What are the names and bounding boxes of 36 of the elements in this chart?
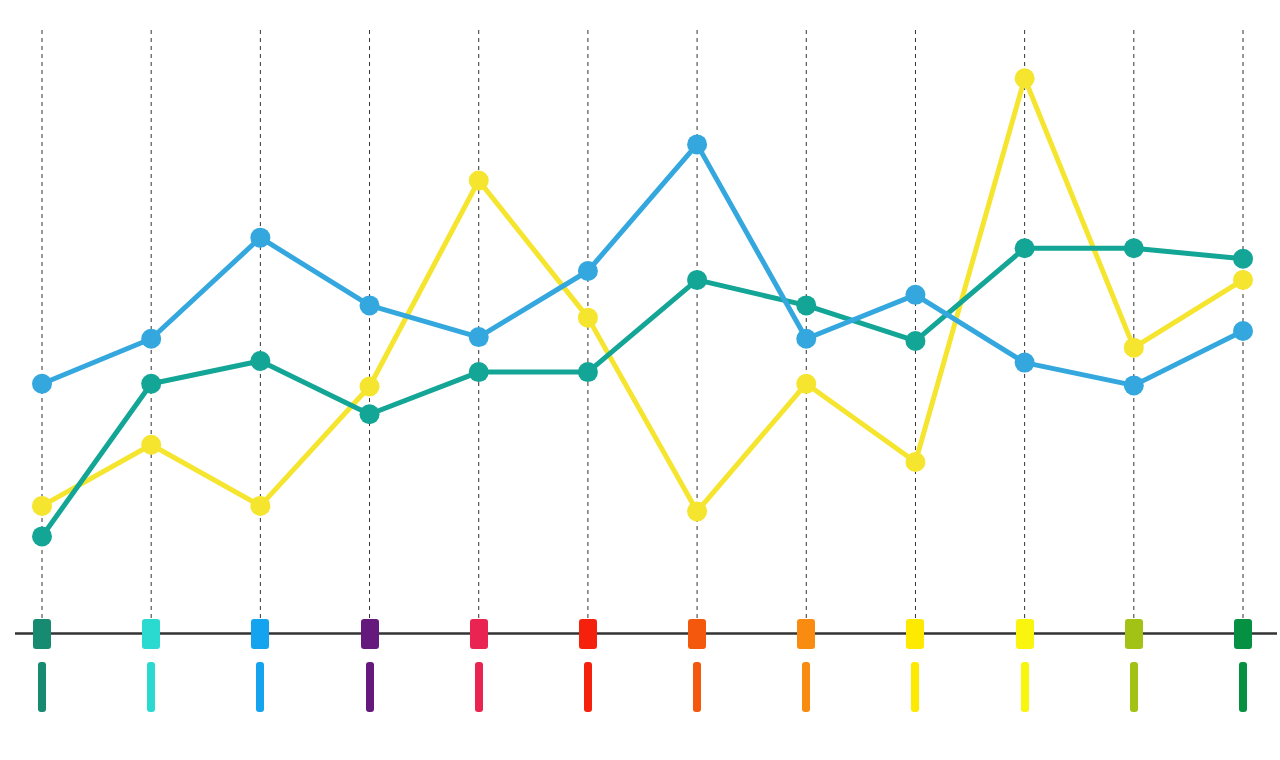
point — [796, 328, 817, 349]
point — [1233, 320, 1253, 341]
point — [1123, 375, 1144, 396]
point — [796, 373, 817, 394]
point — [32, 526, 52, 547]
point — [32, 373, 52, 394]
point — [1123, 337, 1144, 358]
point — [141, 434, 162, 455]
point — [1014, 352, 1035, 373]
point — [1014, 238, 1035, 259]
point — [687, 501, 708, 522]
point — [250, 495, 271, 516]
point — [468, 362, 489, 383]
point — [141, 373, 162, 394]
point — [32, 495, 52, 516]
point — [687, 134, 708, 155]
point — [359, 376, 380, 397]
point — [905, 452, 926, 473]
point — [250, 350, 271, 371]
point — [577, 261, 598, 281]
point — [577, 362, 598, 383]
point — [577, 307, 598, 328]
point — [1014, 68, 1035, 89]
point — [468, 327, 489, 348]
point — [468, 170, 489, 191]
point — [687, 269, 708, 290]
point — [1233, 269, 1253, 290]
point — [250, 227, 271, 248]
point — [1123, 238, 1144, 259]
point — [359, 404, 380, 425]
point — [1233, 248, 1253, 269]
point — [359, 295, 380, 316]
point — [905, 330, 926, 351]
point — [796, 295, 817, 316]
point — [141, 328, 162, 349]
point — [905, 284, 926, 305]
